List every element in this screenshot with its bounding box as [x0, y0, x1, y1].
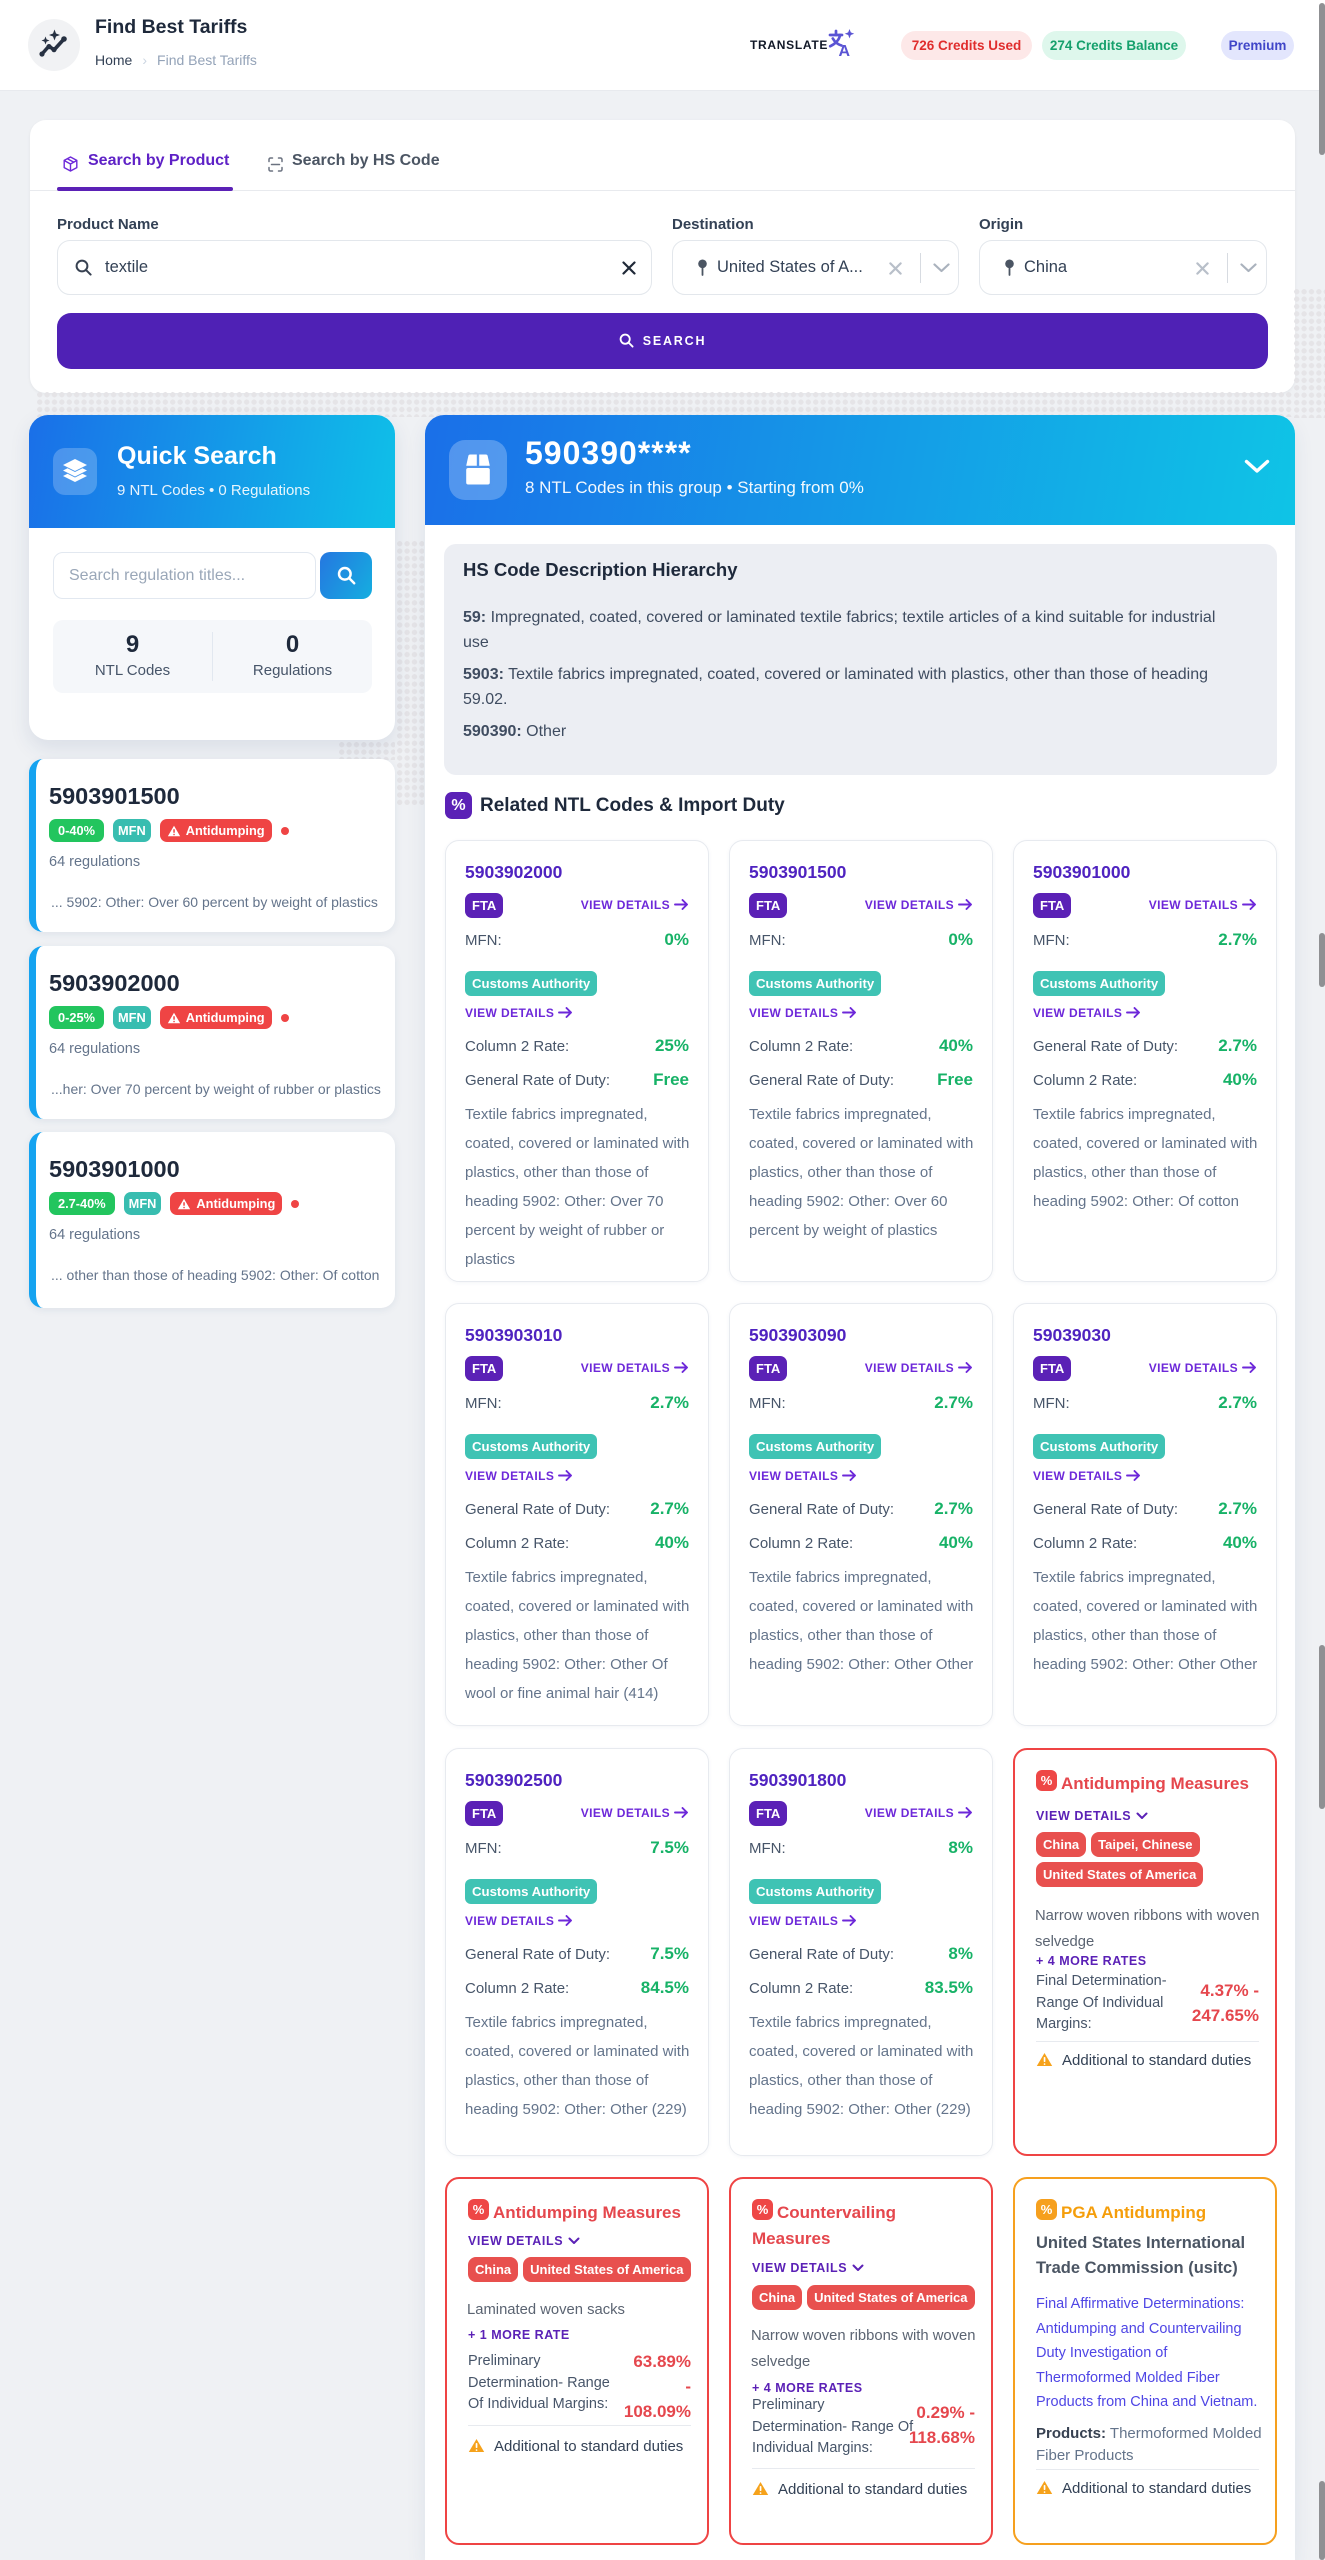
svg-text:A: A	[839, 43, 851, 58]
